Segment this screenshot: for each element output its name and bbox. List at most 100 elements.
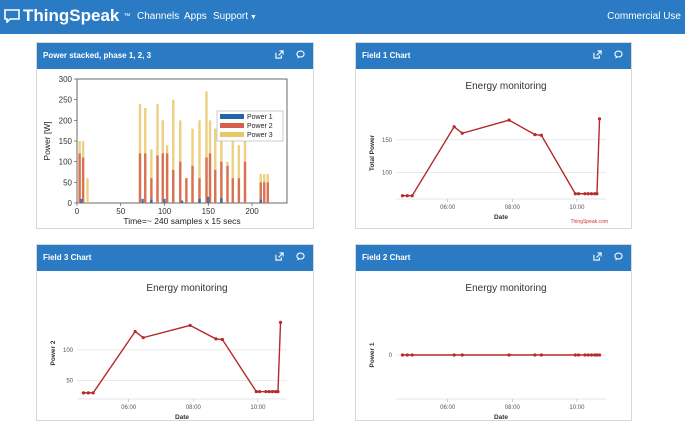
data-point xyxy=(270,390,275,394)
bar xyxy=(220,198,223,203)
y-tick-label: 100 xyxy=(59,158,73,167)
legend-label: Power 2 xyxy=(247,123,273,130)
comment-icon[interactable] xyxy=(296,252,305,261)
bar xyxy=(237,178,241,203)
nav-support-label: Support xyxy=(213,11,249,22)
external-link-icon[interactable] xyxy=(593,50,602,59)
data-point xyxy=(274,390,278,394)
data-point xyxy=(400,353,405,357)
brand-name: ThingSpeak xyxy=(23,6,120,25)
widget-header: Power stacked, phase 1, 2, 3 xyxy=(37,43,313,69)
bar xyxy=(214,169,217,203)
data-point xyxy=(405,353,409,357)
bar xyxy=(214,128,217,203)
bar xyxy=(156,103,159,203)
data-point xyxy=(593,192,597,196)
widget-title: Field 1 Chart xyxy=(362,51,411,60)
nav-support[interactable]: Support ▼ xyxy=(213,11,257,22)
data-point xyxy=(586,192,590,196)
bar xyxy=(231,120,234,203)
bar xyxy=(226,165,229,203)
bar xyxy=(266,182,269,203)
external-link-icon[interactable] xyxy=(593,252,602,261)
bar xyxy=(259,182,262,203)
x-tick-label: 08:00 xyxy=(186,405,202,411)
x-axis-label: Date xyxy=(175,414,189,419)
y-tick-label: 100 xyxy=(382,171,393,177)
bar xyxy=(243,161,247,203)
data-point xyxy=(583,353,587,357)
y-axis-label: Power 1 xyxy=(369,342,376,367)
bar xyxy=(179,161,182,203)
data-point xyxy=(141,336,145,340)
y-tick-label: 50 xyxy=(63,178,72,187)
external-link-icon[interactable] xyxy=(275,50,284,59)
data-point xyxy=(597,353,602,357)
nav-commercial-use[interactable]: Commercial Use xyxy=(607,11,681,22)
external-link-icon[interactable] xyxy=(275,252,284,261)
data-point xyxy=(264,390,268,394)
credit-label: ThingSpeak.com xyxy=(570,219,608,225)
data-point xyxy=(214,337,218,341)
legend-swatch xyxy=(220,114,244,119)
data-point xyxy=(188,323,192,327)
y-tick-label: 100 xyxy=(63,348,74,354)
x-tick-label: 0 xyxy=(75,207,80,216)
bar xyxy=(263,182,266,203)
x-tick-label: 150 xyxy=(202,207,216,216)
widget-title: Field 3 Chart xyxy=(43,253,92,262)
bar xyxy=(165,153,169,203)
data-point xyxy=(533,353,537,357)
data-point xyxy=(254,390,258,394)
chart-title: Energy monitoring xyxy=(146,283,227,294)
nav-channels[interactable]: Channels xyxy=(137,11,180,22)
chart-title: Energy monitoring xyxy=(465,81,546,92)
bar xyxy=(198,120,201,203)
field-2-line-chart: Energy monitoring 0 06:00 08:00 10:00 Date Pow… xyxy=(369,283,606,419)
data-point xyxy=(405,194,409,198)
field-1-line-chart: Energy monitoring 100 150 06:00 08:00 10:00 Da… xyxy=(369,81,608,225)
y-tick-label: 150 xyxy=(59,137,73,146)
data-point xyxy=(589,192,594,196)
brand-logo[interactable]: ThingSpeak ™ xyxy=(4,6,130,26)
data-point xyxy=(595,353,599,357)
widget-header: Field 1 Chart xyxy=(356,43,631,69)
data-point xyxy=(533,133,537,137)
data-point xyxy=(573,192,577,196)
bar xyxy=(172,99,175,203)
y-tick-label: 300 xyxy=(59,75,73,84)
widget-header: Field 2 Chart xyxy=(356,245,631,271)
comment-icon[interactable] xyxy=(296,50,305,59)
bar xyxy=(231,178,234,203)
caret-down-icon: ▼ xyxy=(250,14,257,21)
comment-icon[interactable] xyxy=(614,50,623,59)
comment-icon[interactable] xyxy=(614,252,623,261)
data-point xyxy=(539,133,543,137)
bar xyxy=(86,178,89,203)
bar xyxy=(150,149,153,203)
y-tick-label: 200 xyxy=(59,116,73,125)
data-point xyxy=(583,192,587,196)
data-point xyxy=(81,391,86,395)
trademark-mark: ™ xyxy=(123,12,131,20)
bar xyxy=(150,199,153,203)
widget-header: Field 3 Chart xyxy=(37,245,313,271)
y-axis-label: Power 2 xyxy=(50,340,57,365)
widget-field-3-chart: Field 3 Chart Energy monitoring 50 100 06:0… xyxy=(36,244,314,421)
bar xyxy=(144,153,147,203)
bar xyxy=(198,198,201,203)
y-tick-label: 50 xyxy=(66,379,73,385)
bar xyxy=(138,103,142,203)
legend-swatch xyxy=(220,132,244,137)
nav-apps[interactable]: Apps xyxy=(184,11,207,22)
data-point xyxy=(278,320,283,324)
x-axis-label: Time=~ 240 samples x 15 secs xyxy=(123,216,240,226)
data-point xyxy=(576,192,581,196)
bar xyxy=(208,153,212,203)
widget-title: Field 2 Chart xyxy=(362,253,411,262)
y-tick-label: 150 xyxy=(382,138,393,144)
x-tick-label: 10:00 xyxy=(569,205,585,211)
top-navbar: ThingSpeak ™ Channels Apps Support ▼ Comme… xyxy=(0,0,685,34)
y-tick-label: 250 xyxy=(59,96,73,105)
bar xyxy=(163,198,166,203)
